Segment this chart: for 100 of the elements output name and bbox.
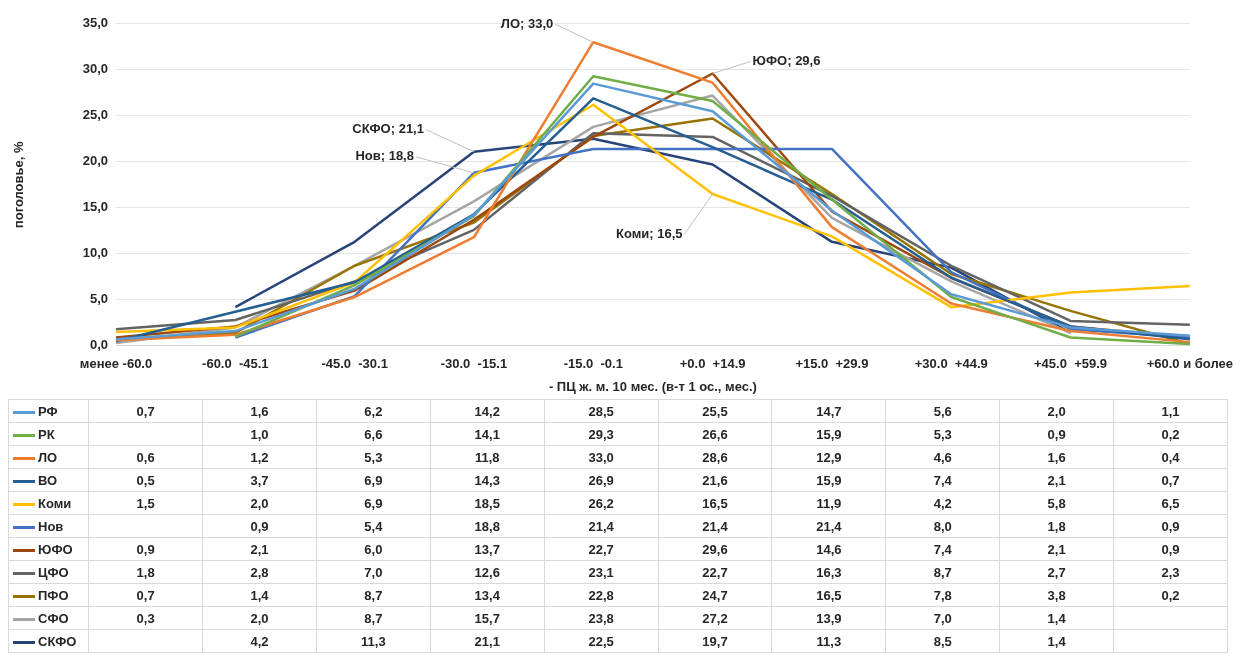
y-tick-label: 20,0 bbox=[82, 153, 108, 169]
data-label: 28,5 bbox=[544, 399, 659, 423]
annotation: ЮФО; 29,6 bbox=[752, 53, 821, 69]
data-label: 21,4 bbox=[771, 514, 886, 538]
data-label: 26,2 bbox=[544, 491, 659, 515]
data-label: 15,9 bbox=[771, 468, 886, 492]
data-label: 2,0 bbox=[202, 606, 317, 630]
data-label: 2,0 bbox=[202, 491, 317, 515]
data-label: 26,6 bbox=[658, 422, 772, 446]
y-tick-label: 15,0 bbox=[82, 199, 108, 215]
data-label: 6,6 bbox=[316, 422, 431, 446]
data-label: 6,9 bbox=[316, 491, 431, 515]
data-label: 5,8 bbox=[999, 491, 1114, 515]
annotation: Нов; 18,8 bbox=[355, 148, 414, 164]
data-label: 12,9 bbox=[771, 445, 886, 469]
data-label: 16,5 bbox=[771, 583, 886, 607]
data-label: 1,1 bbox=[1113, 399, 1228, 423]
data-label: 14,6 bbox=[771, 537, 886, 561]
data-label: 8,5 bbox=[885, 629, 1000, 653]
annotation: ЛО; 33,0 bbox=[500, 15, 554, 31]
data-label: 1,8 bbox=[999, 514, 1114, 538]
data-label: 26,9 bbox=[544, 468, 659, 492]
data-label: 0,9 bbox=[999, 422, 1114, 446]
x-tick-label: +60.0 и более bbox=[1146, 356, 1233, 372]
y-tick-label: 5,0 bbox=[89, 291, 108, 307]
legend-label: Коми bbox=[38, 495, 72, 511]
data-label: 1,4 bbox=[999, 606, 1114, 630]
data-label: 22,5 bbox=[544, 629, 659, 653]
y-tick-label: 25,0 bbox=[82, 107, 108, 123]
x-tick-label: -30.0 -15.1 bbox=[440, 356, 508, 372]
data-label: 7,0 bbox=[316, 560, 431, 584]
data-label: 6,2 bbox=[316, 399, 431, 423]
data-label: 2,0 bbox=[999, 399, 1114, 423]
x-tick-label: менее -60.0 bbox=[79, 356, 153, 372]
data-label: 28,6 bbox=[658, 445, 772, 469]
y-axis-title: поголовье, % bbox=[11, 141, 27, 229]
legend-label: ЦФО bbox=[38, 564, 69, 580]
data-label: 22,8 bbox=[544, 583, 659, 607]
data-label: 2,1 bbox=[999, 537, 1114, 561]
data-label: 14,7 bbox=[771, 399, 886, 423]
data-label: 22,7 bbox=[544, 537, 659, 561]
y-tick-label: 10,0 bbox=[82, 245, 108, 261]
data-label: 0,9 bbox=[88, 537, 203, 561]
data-label: 0,5 bbox=[88, 468, 203, 492]
data-label: 5,3 bbox=[885, 422, 1000, 446]
data-label: 0,2 bbox=[1113, 583, 1228, 607]
data-label: 8,7 bbox=[316, 583, 431, 607]
data-label: 27,2 bbox=[658, 606, 772, 630]
legend-label: РК bbox=[38, 426, 55, 442]
data-label: 13,9 bbox=[771, 606, 886, 630]
data-label: 5,6 bbox=[885, 399, 1000, 423]
x-tick-label: +0.0 +14.9 bbox=[679, 356, 746, 372]
data-label: 16,3 bbox=[771, 560, 886, 584]
data-label: 8,7 bbox=[316, 606, 431, 630]
x-axis-title: - ПЦ ж. м. 10 мес. (в-т 1 ос., мес.) bbox=[548, 378, 757, 394]
data-label: 14,2 bbox=[430, 399, 545, 423]
data-label: 5,3 bbox=[316, 445, 431, 469]
data-label: 6,9 bbox=[316, 468, 431, 492]
legend-label: ЮФО bbox=[38, 541, 73, 557]
data-label: 3,7 bbox=[202, 468, 317, 492]
data-label: 18,8 bbox=[430, 514, 545, 538]
data-label: 1,6 bbox=[202, 399, 317, 423]
x-tick-label: +15.0 +29.9 bbox=[795, 356, 869, 372]
y-tick-label: 30,0 bbox=[82, 61, 108, 77]
data-label: 4,2 bbox=[202, 629, 317, 653]
data-label: 0,9 bbox=[1113, 514, 1228, 538]
data-label: 2,3 bbox=[1113, 560, 1228, 584]
data-label: 4,6 bbox=[885, 445, 1000, 469]
data-label: 19,7 bbox=[658, 629, 772, 653]
legend-label: СКФО bbox=[38, 633, 77, 649]
data-label: 4,2 bbox=[885, 491, 1000, 515]
data-label: 0,3 bbox=[88, 606, 203, 630]
data-label: 1,0 bbox=[202, 422, 317, 446]
data-label: 1,4 bbox=[202, 583, 317, 607]
data-label: 1,8 bbox=[88, 560, 203, 584]
data-label: 1,2 bbox=[202, 445, 317, 469]
x-tick-label: -60.0 -45.1 bbox=[202, 356, 269, 372]
data-label: 14,3 bbox=[430, 468, 545, 492]
data-label: 1,4 bbox=[999, 629, 1114, 653]
data-label: 0,2 bbox=[1113, 422, 1228, 446]
legend-label: Нов bbox=[38, 518, 64, 534]
data-label: 7,4 bbox=[885, 537, 1000, 561]
data-label: 25,5 bbox=[658, 399, 772, 423]
annotation: СКФО; 21,1 bbox=[352, 121, 424, 137]
data-label: 21,4 bbox=[544, 514, 659, 538]
data-label: 29,6 bbox=[658, 537, 772, 561]
data-label: 11,8 bbox=[430, 445, 545, 469]
annotation: Коми; 16,5 bbox=[616, 225, 683, 241]
data-label: 15,9 bbox=[771, 422, 886, 446]
data-label: 13,4 bbox=[430, 583, 545, 607]
data-label: 18,5 bbox=[430, 491, 545, 515]
x-tick-label: +45.0 +59.9 bbox=[1034, 356, 1108, 372]
data-label: 16,5 bbox=[658, 491, 772, 515]
y-tick-label: 35,0 bbox=[82, 15, 108, 31]
legend-label: ЛО bbox=[38, 449, 58, 465]
data-label: 2,1 bbox=[999, 468, 1114, 492]
data-label: 2,7 bbox=[999, 560, 1114, 584]
data-label: 2,1 bbox=[202, 537, 317, 561]
x-tick-label: +30.0 +44.9 bbox=[914, 356, 988, 372]
data-label: 1,5 bbox=[88, 491, 203, 515]
